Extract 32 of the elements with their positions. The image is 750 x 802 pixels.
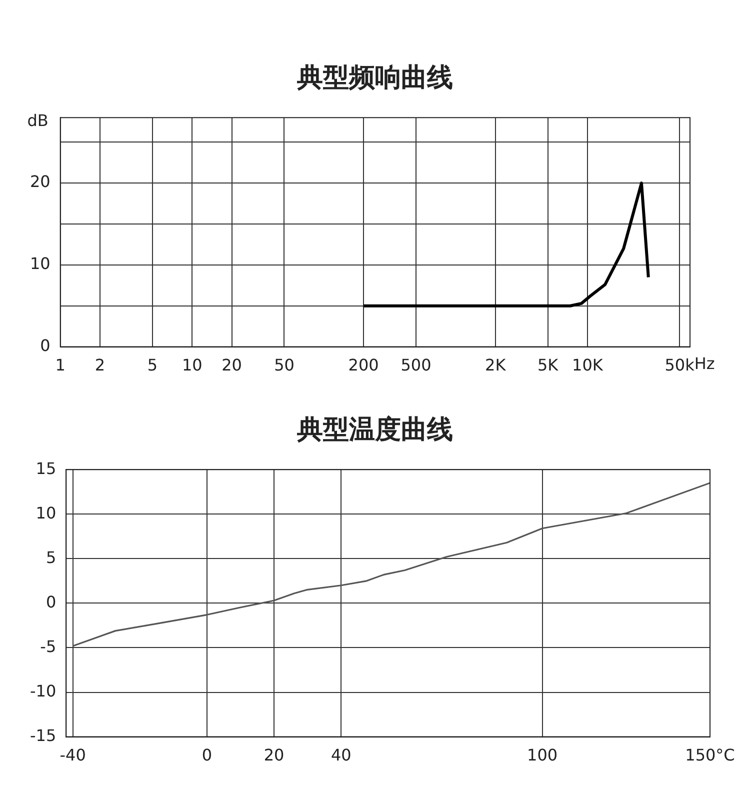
x-tick-label: 500 [400, 356, 432, 375]
x-tick-label: 5K [537, 356, 559, 375]
x-tick-label: 10 [182, 356, 202, 375]
x-tick-label: 5 [147, 356, 158, 375]
y-tick-label: -10 [30, 681, 56, 700]
x-tick-label: 100 [527, 746, 558, 765]
y-tick-label: 20 [30, 172, 50, 192]
x-tick-label: 1 [55, 356, 66, 375]
x-tick-label: 10K [572, 356, 604, 375]
chart-title: 典型频响曲线 [296, 62, 454, 95]
y-tick-label: -15 [30, 726, 56, 745]
y-tick-label: -5 [40, 636, 56, 656]
y-tick-label: 0 [46, 592, 56, 612]
x-tick-label: 20 [222, 356, 242, 375]
y-axis-title: dB [27, 110, 48, 130]
y-tick-label: 10 [30, 254, 50, 274]
x-tick-label: 50 [274, 356, 294, 375]
y-tick-label: 0 [40, 336, 50, 355]
x-tick-label: 2 [94, 356, 106, 375]
x-tick-label: 20 [264, 746, 284, 765]
x-tick-label: 0 [202, 746, 212, 765]
x-axis-title: Hz [694, 354, 715, 373]
x-tick-label: 200 [348, 356, 379, 375]
y-tick-label: 10 [36, 503, 56, 522]
x-tick-label: 40 [330, 746, 352, 765]
x-tick-label: 50k [664, 356, 696, 375]
chart-title: 典型温度曲线 [296, 414, 454, 447]
x-tick-label: 150°C [685, 746, 735, 765]
y-tick-label: 15 [36, 458, 56, 478]
y-tick-label: 5 [46, 548, 56, 567]
x-tick-label: -40 [60, 746, 86, 765]
x-tick-label: 2K [485, 356, 506, 375]
